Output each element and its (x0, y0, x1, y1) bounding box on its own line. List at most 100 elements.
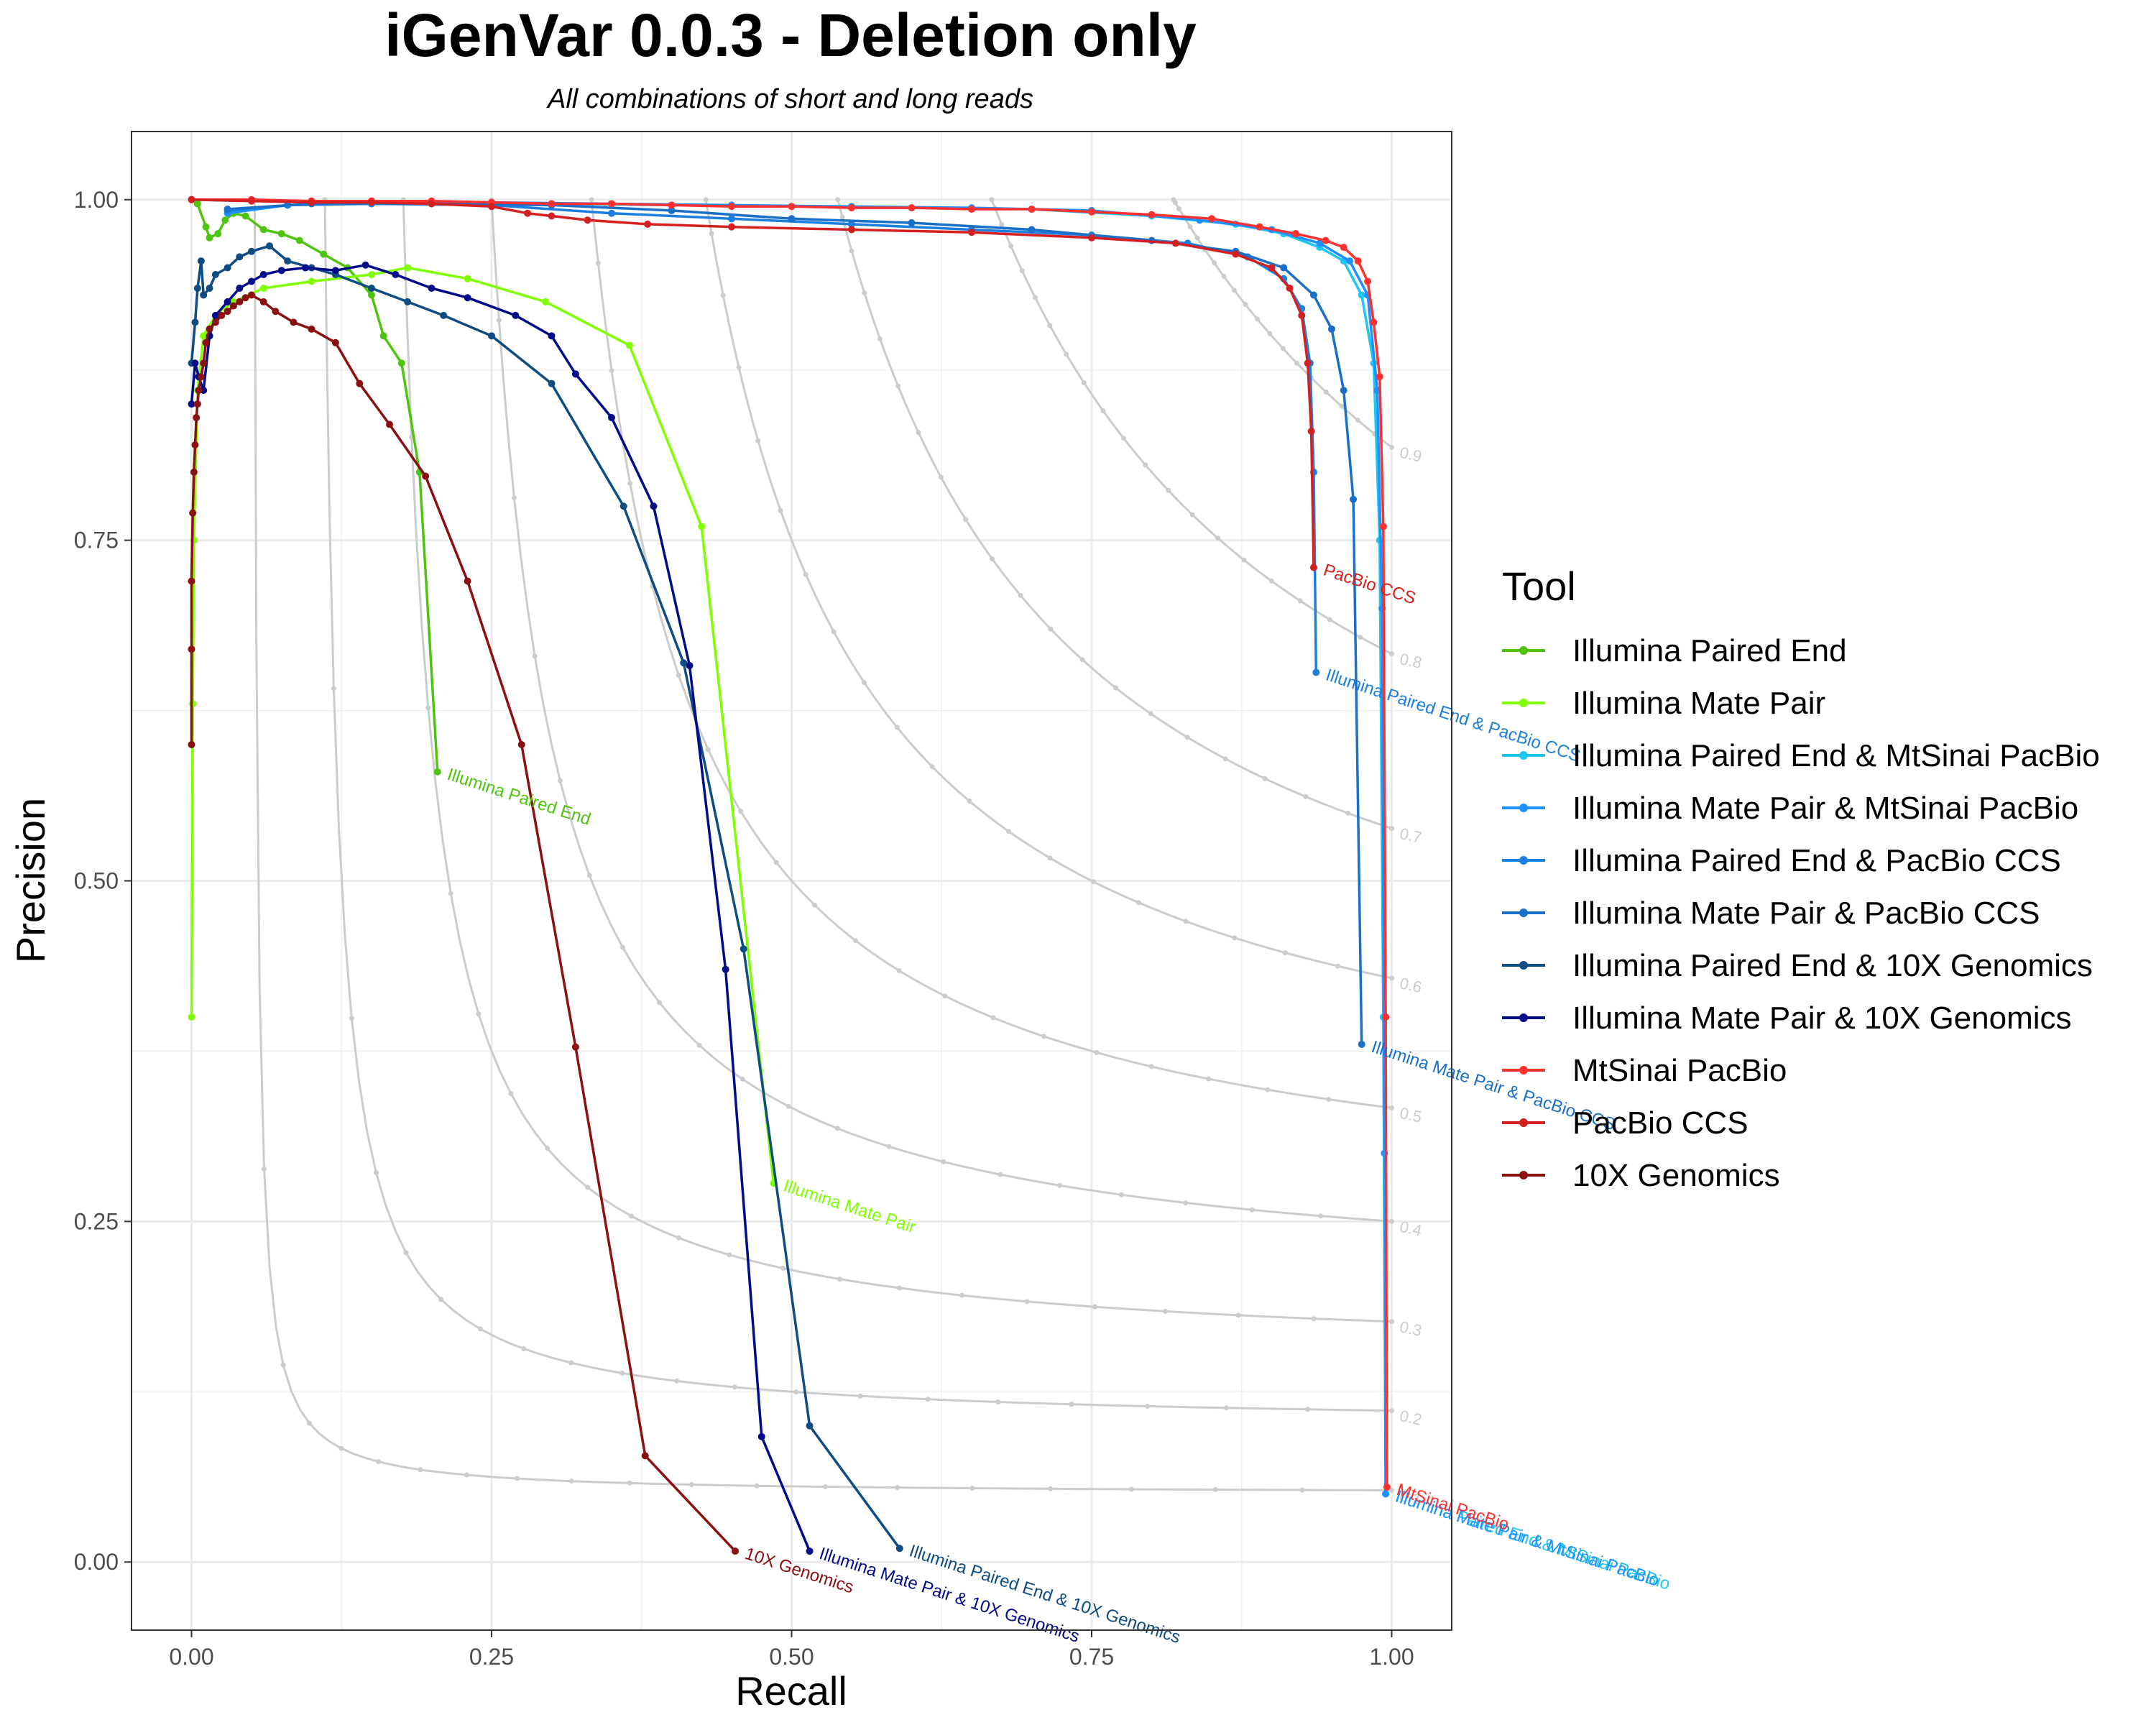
series-point (1304, 359, 1312, 367)
series-point (211, 311, 219, 319)
legend-key-point (1519, 1013, 1528, 1022)
series-point (224, 264, 231, 272)
series-lines (188, 196, 1391, 1555)
series-point (1028, 226, 1036, 234)
series-point (668, 201, 676, 209)
series-point (1280, 264, 1288, 272)
iso-f1-point (1047, 1486, 1053, 1491)
legend-item-label: 10X Genomics (1572, 1158, 1780, 1193)
iso-f1-point (754, 1483, 760, 1489)
series-point (1316, 239, 1324, 247)
iso-f1-point (938, 474, 944, 480)
iso-f1-point (1305, 1407, 1311, 1412)
x-tick-label: 0.00 (169, 1644, 213, 1670)
iso-f1-point (1280, 346, 1286, 351)
series-point (191, 359, 199, 367)
iso-f1-point (1189, 512, 1195, 518)
series-point (188, 1013, 195, 1021)
x-tick-label: 1.00 (1369, 1644, 1414, 1670)
legend-key-point (1519, 961, 1528, 970)
series-point (248, 291, 255, 299)
iso-f1-point (823, 1484, 829, 1490)
legend-key-point (1519, 1171, 1528, 1179)
series-point (524, 209, 532, 217)
iso-f1-point (925, 1397, 931, 1402)
series-point (259, 284, 267, 292)
legend-item-label: Illumina Paired End & PacBio CCS (1572, 843, 2061, 878)
series-point (190, 468, 198, 476)
series-line (191, 198, 1315, 568)
legend-key-point (1519, 856, 1528, 865)
iso-f1-point (627, 481, 633, 487)
series-point (608, 209, 615, 217)
iso-f1-point (1019, 268, 1025, 274)
legend-title: Tool (1502, 564, 1576, 609)
iso-f1-point (1339, 403, 1345, 409)
series-point (440, 311, 448, 319)
series-point (206, 284, 213, 292)
iso-f1-point (1128, 1486, 1134, 1492)
series-point (368, 291, 375, 299)
iso-f1-point (786, 1103, 791, 1109)
iso-f1-point (1215, 535, 1220, 541)
legend-item-label: Illumina Mate Pair & MtSinai PacBio (1572, 791, 2078, 826)
series-point (644, 220, 652, 228)
iso-f1-point (1297, 598, 1303, 604)
iso-f1-point (1113, 685, 1119, 691)
legend-key-point (1519, 646, 1528, 655)
iso-f1-label: 0.6 (1398, 974, 1423, 996)
series-point (422, 472, 430, 480)
iso-f1-point (418, 1467, 423, 1473)
series-point (1340, 387, 1348, 395)
series-point (584, 216, 591, 224)
series-point (302, 264, 310, 272)
series-point (188, 740, 195, 748)
iso-f1-point (999, 221, 1005, 227)
iso-f1-point (1262, 776, 1268, 781)
iso-f1-point (773, 860, 779, 865)
series-point (236, 253, 244, 261)
series-point (200, 359, 208, 367)
series-point (248, 277, 255, 285)
iso-f1-point (1255, 316, 1261, 322)
iso-f1-point (1172, 200, 1178, 206)
iso-f1-point (1335, 963, 1340, 969)
iso-f1-point (1282, 950, 1288, 956)
iso-f1-point (894, 724, 900, 730)
series-point (548, 200, 556, 208)
series-point (1268, 264, 1276, 272)
series-point (197, 257, 205, 265)
series-point (368, 271, 375, 279)
series-point (224, 298, 231, 305)
iso-f1-point (1345, 810, 1351, 816)
series-point (668, 206, 676, 214)
series-point (229, 302, 237, 310)
series-point (197, 373, 205, 381)
iso-f1-point (1232, 935, 1238, 941)
series-point (361, 261, 369, 269)
iso-f1-point (464, 1472, 469, 1478)
series-point (1232, 250, 1240, 258)
series-point (241, 294, 249, 302)
iso-f1-point (674, 1378, 680, 1384)
iso-f1-point (1326, 1097, 1332, 1103)
series-point (404, 298, 412, 305)
legend-key-point (1519, 1118, 1528, 1127)
series-point (188, 645, 195, 653)
legend-item-label: Illumina Mate Pair & 10X Genomics (1572, 1000, 2072, 1036)
series-point (608, 200, 615, 208)
series-point (1088, 208, 1095, 216)
series-point (464, 577, 471, 585)
iso-f1-point (619, 944, 625, 950)
series-point (259, 271, 267, 279)
series-point (1370, 318, 1378, 326)
iso-f1-point (1081, 380, 1087, 385)
iso-f1-point (967, 799, 972, 804)
series-point (248, 197, 255, 205)
series-point (968, 229, 975, 236)
series-point (428, 200, 436, 208)
iso-f1-point (511, 495, 517, 501)
iso-f1-point (1056, 1182, 1062, 1188)
series-point (284, 257, 292, 265)
